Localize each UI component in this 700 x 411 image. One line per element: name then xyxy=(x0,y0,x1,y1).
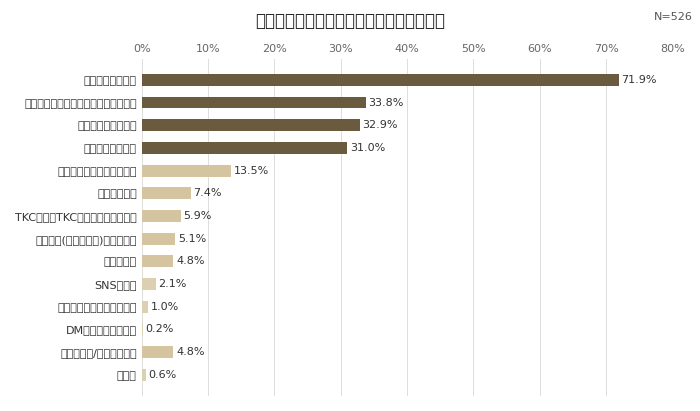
Bar xyxy=(141,233,176,245)
Bar xyxy=(141,210,181,222)
Text: 71.9%: 71.9% xyxy=(622,75,657,85)
Bar xyxy=(141,301,148,313)
Text: 4.8%: 4.8% xyxy=(176,347,204,357)
Text: 会計事務所における新規顧客の開拓の方法: 会計事務所における新規顧客の開拓の方法 xyxy=(255,12,445,30)
Bar xyxy=(141,323,143,335)
Text: 0.2%: 0.2% xyxy=(146,324,174,335)
Bar xyxy=(141,119,360,131)
Bar xyxy=(141,256,174,267)
Text: 31.0%: 31.0% xyxy=(350,143,385,153)
Text: 7.4%: 7.4% xyxy=(193,188,222,198)
Text: 0.6%: 0.6% xyxy=(148,370,176,380)
Bar xyxy=(141,97,366,109)
Text: 4.8%: 4.8% xyxy=(176,256,204,266)
Text: 1.0%: 1.0% xyxy=(151,302,179,312)
Bar xyxy=(141,346,174,358)
Text: 33.8%: 33.8% xyxy=(369,97,404,108)
Text: 2.1%: 2.1% xyxy=(158,279,187,289)
Bar xyxy=(141,74,619,86)
Text: 5.9%: 5.9% xyxy=(183,211,212,221)
Bar xyxy=(141,165,231,176)
Bar xyxy=(141,142,347,154)
Text: N=526: N=526 xyxy=(654,12,693,22)
Bar xyxy=(141,187,190,199)
Text: 13.5%: 13.5% xyxy=(234,166,269,175)
Bar xyxy=(141,369,146,381)
Bar xyxy=(141,278,155,290)
Text: 5.1%: 5.1% xyxy=(178,234,206,244)
Text: 32.9%: 32.9% xyxy=(363,120,398,130)
